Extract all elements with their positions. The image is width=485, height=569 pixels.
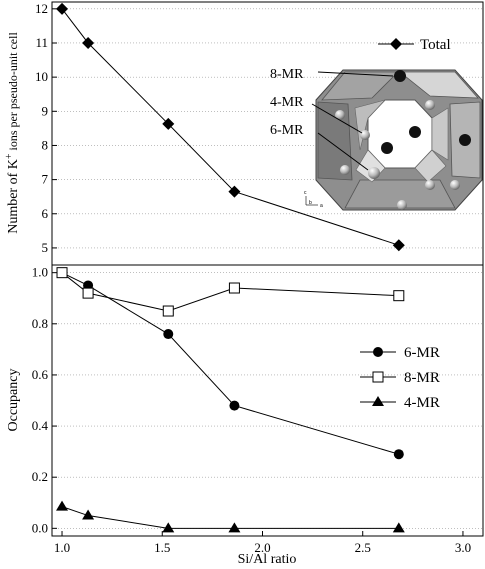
cation-ball xyxy=(425,180,435,190)
data-point-8-mr xyxy=(56,267,68,279)
ytick-label-top: 9 xyxy=(42,103,49,118)
series-line-4-mr xyxy=(61,506,399,529)
data-point-total xyxy=(56,2,69,15)
cation-ball xyxy=(340,165,350,175)
ytick-label-top: 6 xyxy=(42,206,49,221)
tick-layer: 5 6 7 8 9 10 11 12 0.0 0.2 0.4 0.6 0.8 1.0 1.0 1.5 2.0 2.… xyxy=(32,1,471,555)
annotation-8mr-leader xyxy=(317,71,394,77)
cation-ball xyxy=(459,134,471,146)
cage-face-left xyxy=(317,101,353,181)
data-point-6-mr xyxy=(229,400,240,411)
ytick-label-top: 10 xyxy=(35,69,48,84)
y-axis-title-bottom: Occupancy xyxy=(6,369,21,432)
cage-face-top-left xyxy=(321,71,399,101)
inset-axis-b-label: b xyxy=(309,200,312,206)
ytick-label-bottom: 0.6 xyxy=(32,367,49,382)
y-axis-title-top-suffix: ions per pseudo-unit cell xyxy=(6,32,20,154)
ytick-label-top: 11 xyxy=(35,35,48,50)
data-point-total xyxy=(392,239,405,252)
ytick-label-top: 8 xyxy=(42,137,49,152)
ytick-label-bottom: 0.4 xyxy=(32,418,49,433)
data-point-4-mr xyxy=(162,522,175,533)
annotation-6mr-leader xyxy=(317,132,369,171)
cage-face-top-right xyxy=(398,71,479,99)
zeolite-cage-inset xyxy=(315,69,483,211)
data-point-8-mr xyxy=(162,305,174,317)
y-axis-title-top: Number of K+ ions per pseudo-unit cell xyxy=(4,32,22,234)
legend-6mr-marker xyxy=(373,347,383,357)
data-point-4-mr xyxy=(392,522,405,533)
legend-total-marker xyxy=(390,38,402,50)
annotation-4mr: 4-MR xyxy=(270,95,304,110)
cation-ball xyxy=(425,100,435,110)
legend-8mr-label: 8-MR xyxy=(404,370,440,386)
legend-4mr-label: 4-MR xyxy=(404,395,440,411)
data-point-8-mr xyxy=(228,282,240,294)
data-point-8-mr xyxy=(393,290,405,302)
legend-bottom: 6-MR 8-MR 4-MR xyxy=(360,345,440,411)
series-line-6-mr xyxy=(61,272,399,455)
annotations: 8-MR 4-MR 6-MR xyxy=(270,67,394,171)
data-point-6-mr xyxy=(163,329,174,340)
legend-total-label: Total xyxy=(420,37,451,53)
y-axis-title-top-main: Number of K xyxy=(6,159,21,234)
cation-ball xyxy=(397,200,407,210)
cation-ball xyxy=(450,180,460,190)
data-point-6-mr xyxy=(393,449,404,460)
xtick-label: 1.5 xyxy=(154,540,170,555)
legend-4mr-marker xyxy=(372,396,384,406)
data-point-4-mr xyxy=(228,522,241,533)
inset-axes-indicator: c b a xyxy=(304,190,323,209)
cage-inner-face-d xyxy=(414,149,447,183)
bottom-panel-frame xyxy=(51,264,484,537)
cation-ball xyxy=(409,126,421,138)
data-point-total xyxy=(162,117,175,130)
y-axis-title-top-superscript: + xyxy=(4,153,15,159)
cage-center-ring xyxy=(367,99,433,169)
cation-ball xyxy=(368,167,380,179)
inset-axis-c-label: c xyxy=(304,190,307,196)
cation-ball xyxy=(381,142,393,154)
legend-6mr-label: 6-MR xyxy=(404,345,440,361)
data-point-8-mr xyxy=(82,287,94,299)
data-point-4-mr xyxy=(56,500,69,511)
ytick-label-top: 7 xyxy=(42,172,49,187)
annotation-6mr: 6-MR xyxy=(270,123,304,138)
ytick-label-bottom: 0.2 xyxy=(32,469,48,484)
data-point-4-mr xyxy=(82,509,95,520)
legend-top: Total xyxy=(378,37,451,53)
series-layer xyxy=(56,2,405,533)
ytick-label-bottom: 0.8 xyxy=(32,316,48,331)
cation-ball xyxy=(335,110,345,120)
data-point-total xyxy=(228,185,241,198)
ytick-label-bottom: 0.0 xyxy=(32,520,48,535)
inset-axis-a-label: a xyxy=(320,203,323,209)
x-axis-title: Si/Al ratio xyxy=(238,552,297,567)
ytick-label-top: 12 xyxy=(35,1,48,16)
cation-ball xyxy=(394,70,406,82)
data-point-total xyxy=(82,36,95,49)
annotation-8mr: 8-MR xyxy=(270,67,304,82)
ytick-label-bottom: 1.0 xyxy=(32,265,48,280)
ytick-label-top: 5 xyxy=(42,240,49,255)
xtick-label: 3.0 xyxy=(455,540,471,555)
xtick-label: 2.5 xyxy=(355,540,371,555)
cage-inner-face-b xyxy=(431,107,449,161)
legend-8mr-marker xyxy=(372,371,384,383)
cation-ball xyxy=(360,130,370,140)
xtick-label: 2.0 xyxy=(254,540,270,555)
xtick-label: 1.0 xyxy=(54,540,70,555)
annotation-4mr-leader xyxy=(311,103,363,134)
